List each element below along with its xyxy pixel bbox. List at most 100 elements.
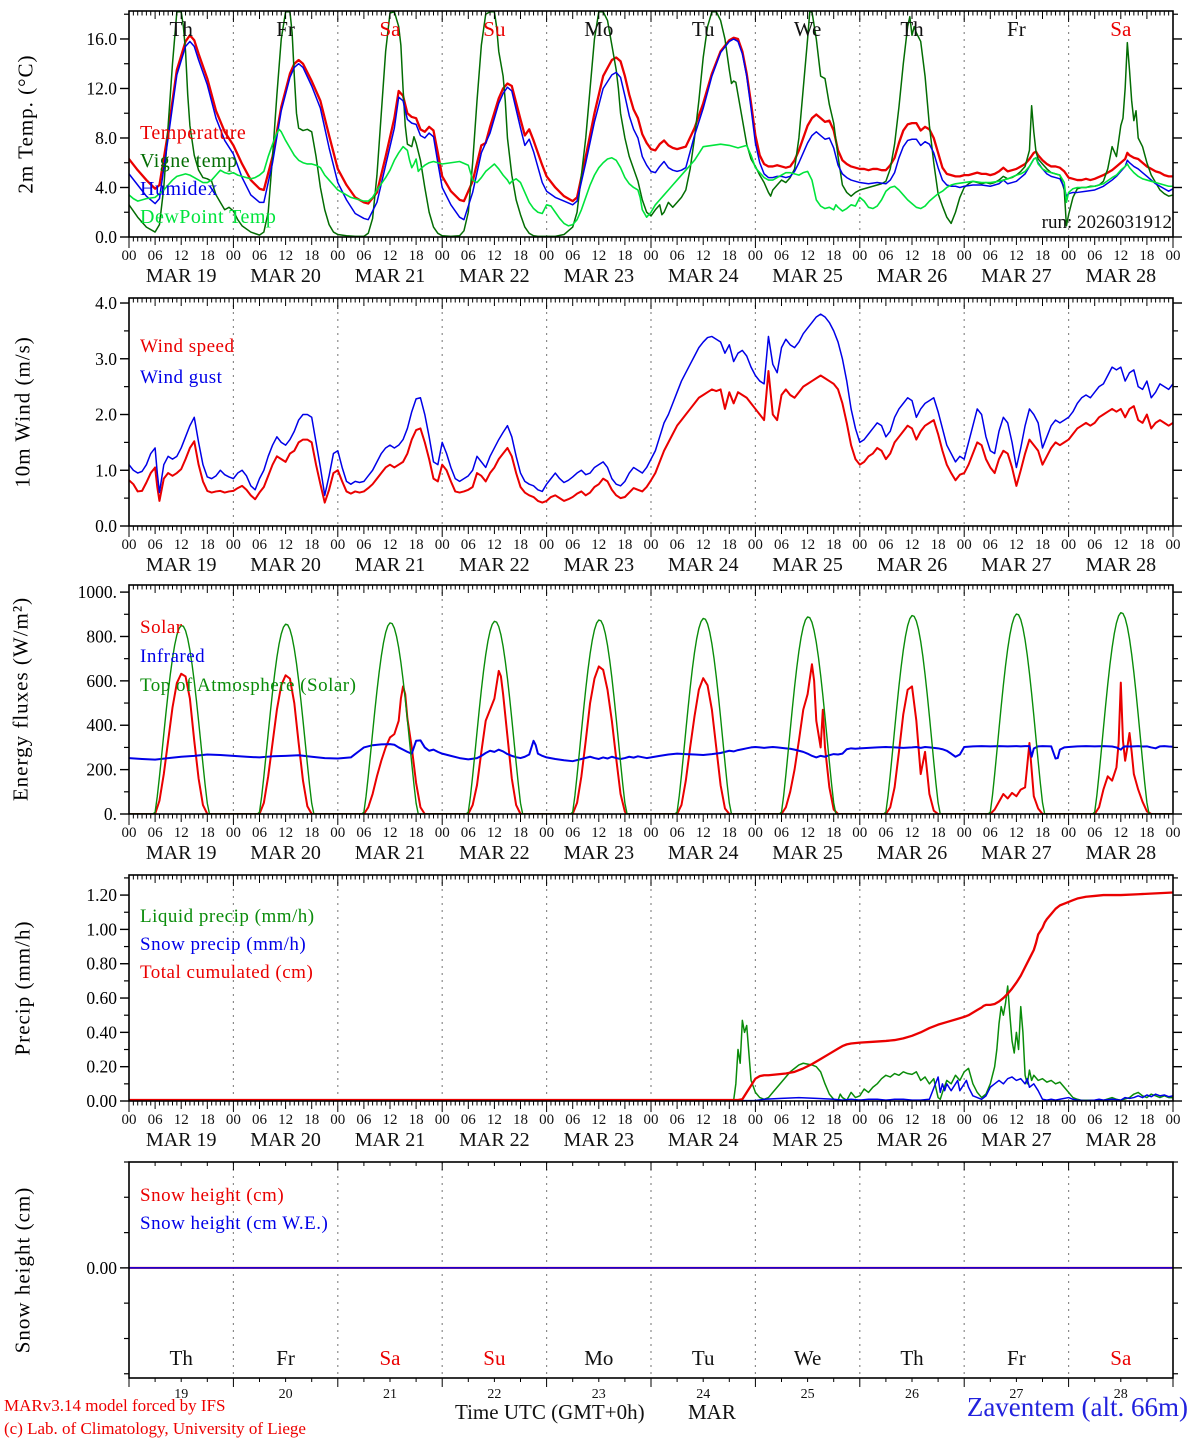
date-label: MAR 19	[146, 265, 217, 287]
series-line-wind-gust	[129, 313, 1173, 497]
series-line-vigne-temp	[129, 11, 1173, 237]
hour-tick-label: 12	[1113, 1112, 1128, 1128]
hour-tick-label: 12	[696, 248, 711, 264]
y-tick-label: 1.00	[86, 919, 117, 939]
day-of-week-label: Fr	[276, 1346, 295, 1370]
day-of-week-label: Th	[900, 17, 924, 41]
hour-tick-label: 00	[539, 825, 554, 841]
hour-tick-label: 06	[670, 537, 686, 553]
hour-tick-label: 00	[852, 537, 867, 553]
hour-tick-label: 18	[826, 1112, 841, 1128]
model-credit-line: MARv3.14 model forced by IFS	[4, 1396, 226, 1415]
y-tick-label: 0.00	[86, 1091, 117, 1111]
date-label: MAR 27	[981, 842, 1052, 864]
hour-tick-label: 06	[356, 248, 372, 264]
hour-tick-label: 12	[1009, 1112, 1024, 1128]
hour-tick-label: 06	[983, 248, 999, 264]
date-label: MAR 24	[668, 554, 739, 576]
hour-tick-label: 00	[748, 825, 763, 841]
hour-tick-label: 00	[122, 248, 137, 264]
hour-tick-label: 18	[1139, 537, 1154, 553]
date-label: MAR 23	[564, 842, 635, 864]
day-of-week-label: Su	[483, 1346, 506, 1370]
hour-tick-label: 18	[1035, 248, 1050, 264]
hour-tick-label: 18	[409, 825, 424, 841]
date-label: MAR 28	[1086, 842, 1157, 864]
hour-tick-label: 18	[722, 537, 737, 553]
hour-tick-label: 06	[461, 1112, 477, 1128]
hour-tick-label: 18	[200, 1112, 215, 1128]
series-line-dewpoint-temp	[129, 128, 1173, 227]
hour-tick-label: 12	[383, 825, 398, 841]
date-label: MAR 22	[459, 265, 530, 287]
date-label: MAR 21	[355, 842, 426, 864]
panel-2: 0. 200. 400. 600. 800. 1000. 00 06 12 18 00 06 12 18 0…	[78, 582, 1182, 864]
day-number-label: 28	[1114, 1387, 1128, 1402]
hour-tick-label: 06	[461, 537, 477, 553]
hour-tick-label: 00	[748, 1112, 763, 1128]
hour-tick-label: 12	[696, 825, 711, 841]
hour-tick-label: 06	[774, 825, 790, 841]
hour-tick-label: 00	[1166, 537, 1181, 553]
hour-tick-label: 00	[539, 248, 554, 264]
date-label: MAR 22	[459, 842, 530, 864]
hour-tick-label: 06	[774, 248, 790, 264]
day-of-week-label: Th	[170, 1346, 194, 1370]
hour-tick-label: 12	[1113, 248, 1128, 264]
hour-tick-label: 12	[800, 248, 815, 264]
y-tick-label: 8.0	[95, 128, 117, 148]
hour-tick-label: 18	[409, 1112, 424, 1128]
hour-tick-label: 00	[330, 1112, 345, 1128]
date-label: MAR 23	[564, 554, 635, 576]
hour-tick-label: 00	[330, 537, 345, 553]
date-label: MAR 25	[772, 265, 843, 287]
hour-tick-label: 00	[748, 537, 763, 553]
hour-tick-label: 06	[1087, 825, 1103, 841]
legend-snow-height-cm-w-e: Snow height (cm W.E.)	[140, 1213, 329, 1234]
y-tick-label: 1.20	[86, 885, 117, 905]
legend-dewpoint-temp: DewPoint Temp	[140, 206, 277, 228]
date-label: MAR 24	[668, 842, 739, 864]
hour-tick-label: 06	[148, 825, 164, 841]
hour-tick-label: 00	[122, 1112, 137, 1128]
day-of-week-label: We	[794, 17, 821, 41]
date-label: MAR 20	[250, 554, 321, 576]
hour-tick-label: 12	[383, 537, 398, 553]
hour-tick-label: 18	[1035, 537, 1050, 553]
hour-tick-label: 12	[1113, 825, 1128, 841]
hour-tick-label: 12	[487, 1112, 502, 1128]
date-label: MAR 20	[250, 265, 321, 287]
hour-tick-label: 12	[278, 825, 293, 841]
station-name-label: Zaventem (alt. 66m)	[966, 1392, 1188, 1422]
hour-tick-label: 06	[1087, 1112, 1103, 1128]
y-tick-label: 0.0	[95, 227, 117, 247]
date-label: MAR 21	[355, 1129, 426, 1151]
hour-tick-label: 06	[148, 537, 164, 553]
date-label: MAR 25	[772, 554, 843, 576]
hour-tick-label: 18	[617, 825, 632, 841]
legend-vigne-temp: Vigne temp	[140, 150, 238, 172]
hour-tick-label: 06	[878, 1112, 894, 1128]
hour-tick-label: 00	[1061, 248, 1076, 264]
date-label: MAR 23	[564, 265, 635, 287]
hour-tick-label: 18	[304, 825, 319, 841]
legend-solar: Solar	[140, 617, 183, 638]
hour-tick-label: 18	[200, 537, 215, 553]
y-tick-label: 0.80	[86, 954, 117, 974]
hour-tick-label: 06	[878, 825, 894, 841]
hour-tick-label: 00	[122, 537, 137, 553]
y-tick-label: 3.0	[95, 349, 117, 369]
hour-tick-label: 18	[617, 1112, 632, 1128]
date-label: MAR 24	[668, 265, 739, 287]
x-axis-title: Time UTC (GMT+0h)	[455, 1400, 645, 1424]
hour-tick-label: 06	[252, 248, 268, 264]
date-label: MAR 21	[355, 554, 426, 576]
hour-tick-label: 06	[983, 825, 999, 841]
hour-tick-label: 12	[383, 248, 398, 264]
day-number-label: 25	[801, 1387, 815, 1402]
date-label: MAR 26	[877, 1129, 948, 1151]
hour-tick-label: 00	[748, 248, 763, 264]
day-of-week-label: Tu	[692, 17, 715, 41]
